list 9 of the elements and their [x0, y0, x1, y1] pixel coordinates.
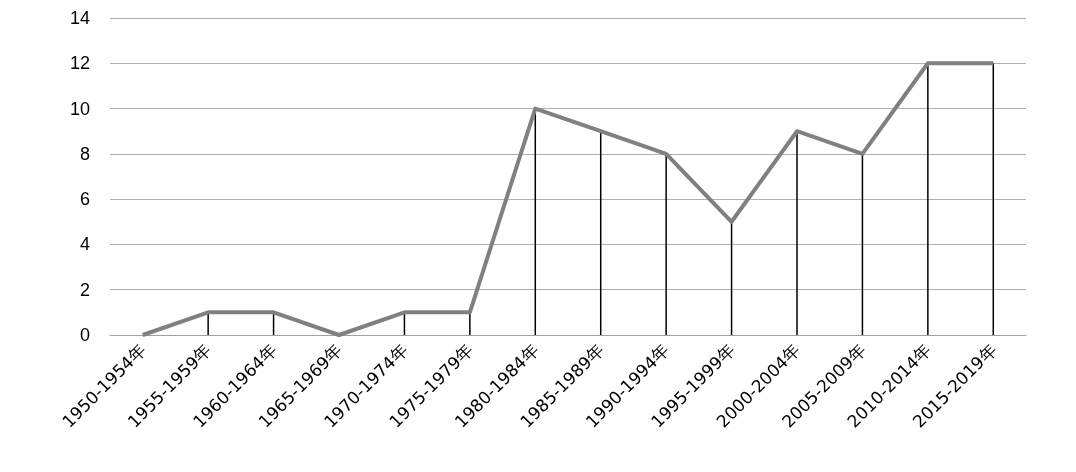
y-tick-label: 8: [79, 143, 90, 164]
y-tick-label: 2: [79, 279, 90, 300]
y-tick-label: 14: [69, 8, 90, 28]
y-tick-label: 4: [79, 234, 90, 255]
line-series: [140, 61, 996, 337]
y-tick-label: 6: [79, 189, 90, 210]
y-tick-label: 0: [79, 325, 90, 345]
y-tick-label: 10: [69, 98, 90, 119]
y-tick-label: 12: [69, 53, 90, 74]
